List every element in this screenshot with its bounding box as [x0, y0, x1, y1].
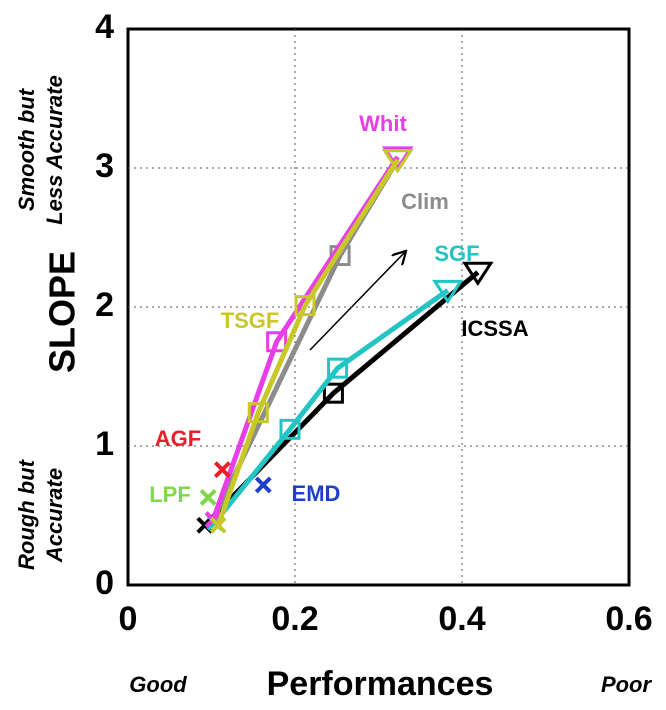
point — [199, 489, 217, 506]
point — [266, 331, 288, 353]
x-tick-label: 0.4 — [438, 600, 485, 638]
series-label: ICSSA — [461, 316, 528, 341]
good-label: Good — [129, 672, 187, 697]
annotation: Accurate — [42, 468, 67, 563]
series-label: SGF — [434, 241, 479, 266]
point — [279, 418, 301, 440]
poor-label: Poor — [601, 672, 653, 697]
point — [327, 357, 349, 379]
y-tick-label: 4 — [95, 8, 114, 46]
point — [462, 261, 494, 287]
series-label: TSGF — [221, 308, 280, 333]
series-line — [215, 158, 400, 527]
point — [254, 476, 272, 494]
series-line — [210, 155, 400, 521]
x-axis-label: Performances — [267, 665, 494, 703]
y-tick-label: 3 — [95, 147, 114, 185]
point — [381, 146, 414, 171]
annotation: Smooth but — [14, 87, 39, 211]
series-label: Clim — [401, 189, 449, 214]
y-axis-label: SLOPE — [42, 251, 83, 373]
series-label: EMD — [292, 481, 341, 506]
y-tick-label: 1 — [95, 425, 114, 463]
point — [294, 295, 316, 317]
y-tick-label: 0 — [95, 564, 114, 602]
x-tick-label: 0 — [119, 600, 138, 638]
x-tick-label: 0.6 — [605, 600, 652, 638]
point — [209, 516, 227, 534]
annotation: Less Accurate — [42, 75, 67, 225]
annotation: Rough but — [14, 458, 39, 570]
trend-arrow — [309, 252, 405, 351]
point — [247, 402, 269, 424]
x-tick-label: 0.2 — [271, 600, 318, 638]
point — [322, 382, 344, 404]
point — [213, 461, 231, 479]
series-line — [212, 288, 450, 525]
series-label: Whit — [359, 111, 407, 136]
point — [381, 149, 414, 174]
y-tick-label: 2 — [95, 286, 114, 324]
series-label: LPF — [149, 482, 191, 507]
point — [432, 279, 464, 305]
series-label: AGF — [155, 426, 201, 451]
